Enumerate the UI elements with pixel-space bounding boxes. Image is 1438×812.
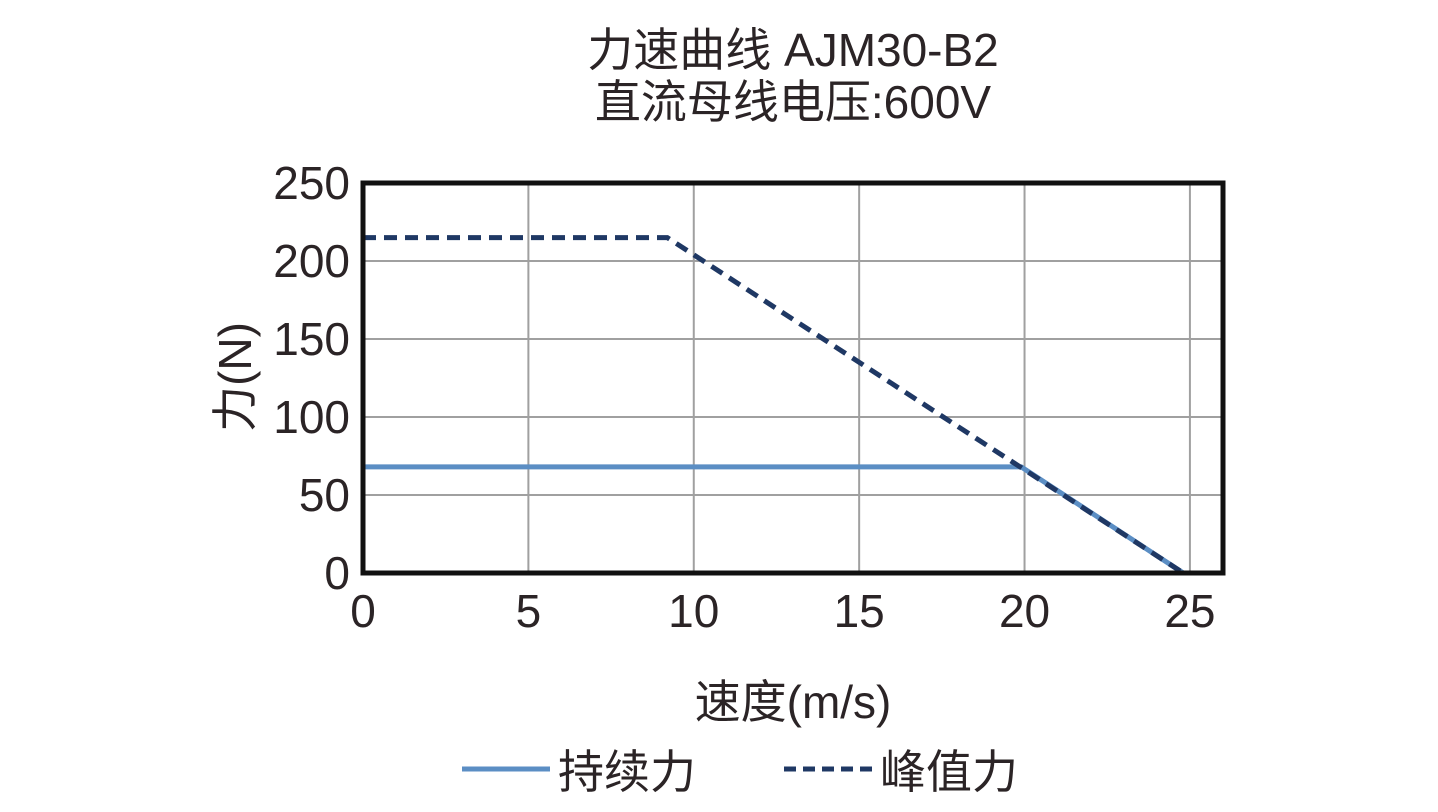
chart-title-line1: 力速曲线 AJM30-B2	[587, 24, 999, 76]
legend: 持续力 峰值力	[310, 736, 1170, 802]
legend-label-peak: 峰值力	[880, 746, 1018, 798]
x-tick-label-0: 0	[350, 585, 376, 637]
chart-title: 力速曲线 AJM30-B2 直流母线电压:600V	[363, 24, 1223, 128]
legend-item-peak: 峰值力	[784, 736, 1018, 802]
y-tick-label-200: 200	[273, 235, 350, 287]
legend-swatch-peak-line	[784, 766, 872, 772]
series-peak-line	[363, 235, 1185, 576]
legend-label-continuous: 持续力	[558, 746, 696, 798]
y-tick-label-50: 50	[299, 469, 350, 521]
x-tick-label-25: 25	[1164, 585, 1215, 637]
y-tick-label-150: 150	[273, 313, 350, 365]
plot-border	[360, 180, 1226, 576]
y-tick-label-100: 100	[273, 391, 350, 443]
x-tick-label-10: 10	[668, 585, 719, 637]
x-axis-title: 速度(m/s)	[694, 676, 892, 728]
y-tick-label-0: 0	[324, 547, 350, 599]
legend-swatch-continuous-line	[462, 766, 550, 772]
x-tick-label-20: 20	[999, 585, 1050, 637]
x-tick-label-5: 5	[516, 585, 542, 637]
x-tick-label-15: 15	[834, 585, 885, 637]
chart-title-line2: 直流母线电压:600V	[594, 76, 992, 128]
y-tick-label-250: 250	[273, 157, 350, 209]
legend-item-continuous: 持续力	[462, 736, 696, 802]
y-axis-title: 力(N)	[209, 322, 261, 432]
series-continuous-line	[363, 464, 1185, 576]
